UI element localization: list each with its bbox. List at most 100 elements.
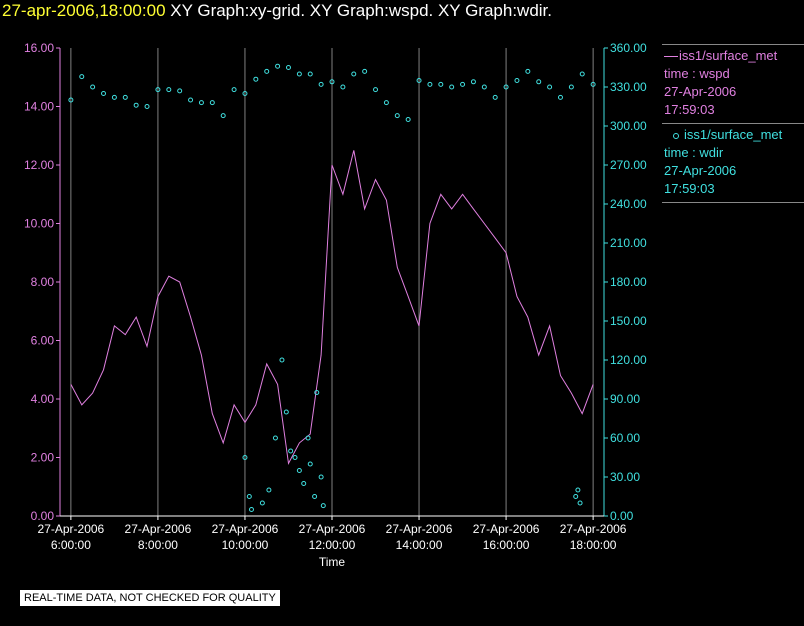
wdir-point: [312, 494, 318, 499]
wdir-point: [301, 481, 307, 486]
wdir-point: [253, 76, 259, 82]
wdir-point: [292, 455, 298, 460]
wdir-point: [283, 409, 289, 415]
wdir-point: [246, 494, 252, 499]
legend-date-label: 27-Apr-2006: [664, 84, 737, 99]
wdir-point: [288, 448, 294, 454]
wdir-point: [547, 84, 553, 90]
wdir-point: [242, 91, 248, 96]
wspd-series-line: [70, 150, 594, 465]
y-right-tick-label: 330.00: [610, 80, 647, 94]
y-right-tick-label: 180.00: [610, 275, 647, 289]
x-axis-title: Time: [319, 555, 346, 569]
wdir-point: [111, 94, 117, 100]
wdir-point: [362, 68, 368, 74]
wdir-point: [577, 500, 583, 506]
wdir-point: [568, 84, 574, 90]
y-right-tick-label: 360.00: [610, 41, 647, 55]
marker-swatch-icon: [673, 132, 679, 139]
y-right-tick-label: 30.00: [610, 470, 640, 484]
line-swatch-icon: [664, 56, 678, 58]
wdir-point: [318, 474, 324, 480]
wdir-point: [231, 87, 237, 93]
wdir-point: [166, 87, 172, 93]
x-tick-time-label: 10:00:00: [222, 538, 269, 552]
wdir-point: [305, 435, 311, 441]
wdir-point: [575, 487, 581, 493]
wdir-point: [416, 78, 422, 83]
chart-title: 27-apr-2006,18:00:00 XY Graph:xy-grid. X…: [2, 1, 552, 23]
wdir-point: [209, 100, 215, 106]
x-tick-date-label: 27-Apr-2006: [38, 522, 105, 536]
wdir-point: [144, 104, 150, 109]
y-right-tick-label: 120.00: [610, 353, 647, 367]
wdir-point: [320, 503, 326, 509]
y-right-tick-label: 240.00: [610, 197, 647, 211]
y-left-tick-label: 6.00: [31, 334, 55, 348]
wdir-point: [101, 91, 107, 96]
wdir-point: [122, 94, 128, 100]
y-left-tick-label: 16.00: [24, 41, 54, 55]
x-tick-time-label: 8:00:00: [138, 538, 178, 552]
y-left-tick-label: 14.00: [24, 100, 54, 114]
y-left-tick-label: 2.00: [31, 451, 55, 465]
legend-variable-label: time : wdir: [664, 145, 724, 160]
legend-station-label: iss1/surface_met: [684, 127, 783, 142]
wdir-point: [579, 71, 585, 77]
x-tick-date-label: 27-Apr-2006: [212, 522, 279, 536]
wdir-point: [340, 84, 346, 90]
chart-title-date: 27-apr-2006,18:00:00: [2, 1, 166, 20]
wdir-point: [470, 79, 476, 85]
wdir-point: [275, 63, 281, 69]
y-left-tick-label: 12.00: [24, 158, 54, 172]
y-right-tick-label: 60.00: [610, 431, 640, 445]
wdir-point: [557, 94, 563, 100]
legend: iss1/surface_met time : wspd 27-Apr-2006…: [662, 44, 804, 203]
y-left-tick-label: 4.00: [31, 392, 55, 406]
wdir-point: [279, 357, 285, 363]
wdir-point: [427, 81, 433, 87]
y-left-tick-label: 0.00: [31, 509, 55, 523]
y-right-tick-label: 0.00: [610, 509, 634, 523]
x-tick-date-label: 27-Apr-2006: [386, 522, 453, 536]
legend-entry-wdir: iss1/surface_met time : wdir 27-Apr-2006…: [662, 123, 804, 202]
legend-time-label: 17:59:03: [664, 102, 715, 117]
y-right-tick-label: 90.00: [610, 392, 640, 406]
wdir-point: [307, 71, 313, 77]
wdir-point: [525, 68, 531, 74]
wdir-point: [318, 81, 324, 87]
wdir-point: [394, 113, 400, 119]
wdir-point: [351, 71, 357, 77]
wdir-point: [503, 84, 509, 90]
wdir-point: [481, 84, 487, 90]
x-tick-date-label: 27-Apr-2006: [473, 522, 540, 536]
wdir-point: [383, 100, 389, 106]
wdir-point: [449, 84, 455, 90]
wdir-point: [155, 87, 161, 93]
x-tick-date-label: 27-Apr-2006: [560, 522, 627, 536]
wdir-point: [296, 71, 302, 77]
wdir-point: [590, 81, 596, 87]
x-tick-time-label: 16:00:00: [483, 538, 530, 552]
wdir-point: [177, 88, 183, 94]
wdir-point: [438, 81, 444, 87]
wdir-point: [514, 78, 520, 83]
x-tick-time-label: 14:00:00: [396, 538, 443, 552]
wdir-point: [90, 84, 96, 90]
wdir-point: [220, 113, 226, 119]
wdir-point: [314, 390, 320, 395]
y-right-tick-label: 270.00: [610, 158, 647, 172]
y-left-tick-label: 8.00: [31, 275, 55, 289]
wdir-point: [198, 100, 204, 106]
wdir-point: [68, 97, 74, 103]
quality-notice: REAL-TIME DATA, NOT CHECKED FOR QUALITY: [20, 590, 280, 606]
wdir-point: [460, 81, 466, 87]
x-tick-date-label: 27-Apr-2006: [299, 522, 366, 536]
wdir-point: [133, 102, 139, 108]
legend-station-label: iss1/surface_met: [679, 48, 778, 63]
wdir-point: [536, 79, 542, 85]
legend-divider: [662, 202, 804, 203]
wdir-point: [259, 500, 265, 506]
legend-variable-label: time : wspd: [664, 66, 730, 81]
